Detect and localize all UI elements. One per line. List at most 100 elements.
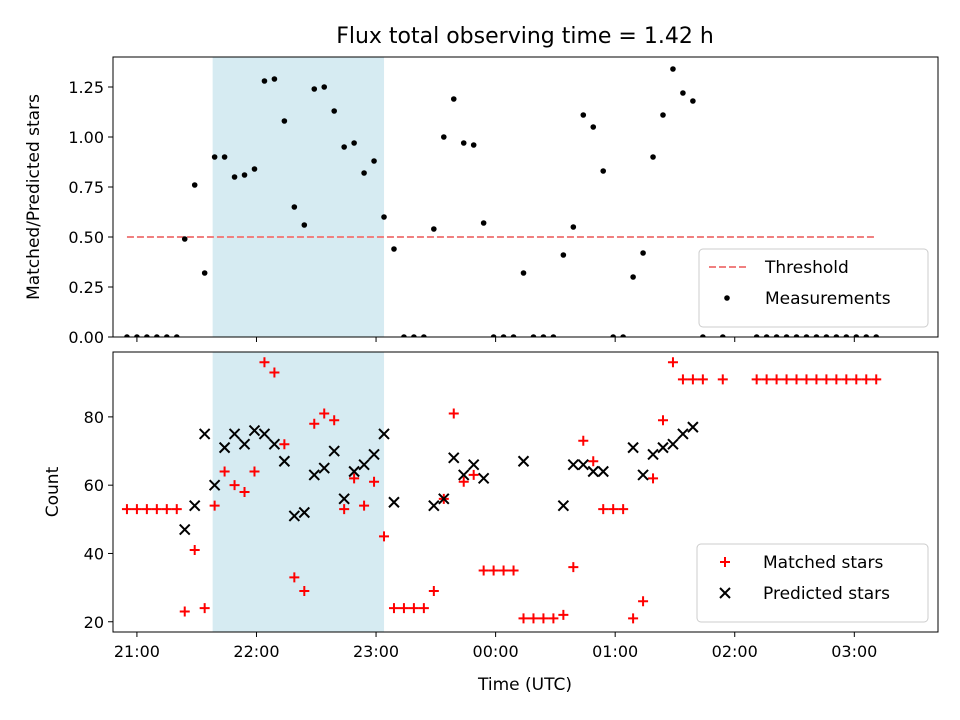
measurement-point (550, 334, 557, 337)
measurement-point (271, 76, 278, 82)
y-tick-label: 0.00 (68, 328, 104, 347)
y-tick-label: 40 (84, 544, 104, 563)
measurement-point (833, 334, 840, 337)
measurement-point (530, 334, 537, 337)
predicted-stars-point (238, 438, 251, 450)
measurement-point (164, 334, 170, 337)
predicted-stars-point (368, 448, 380, 461)
predicted-stars-point (677, 428, 689, 440)
predicted-stars-point (627, 441, 639, 454)
predicted-stars-point (338, 493, 350, 505)
measurement-point (540, 334, 547, 337)
matched-stars-point (309, 418, 320, 429)
measurement-point (371, 158, 377, 164)
y-tick-label: 1.25 (68, 78, 104, 97)
measurement-point (251, 166, 258, 172)
legend-box (698, 248, 929, 328)
measurement-point (690, 98, 696, 104)
measurement-point (520, 270, 527, 276)
matched-stars-point (677, 374, 688, 385)
matched-stars-point (408, 603, 419, 614)
measurement-point (181, 236, 188, 242)
y-tick-label: 1.00 (68, 128, 104, 147)
matched-stars-point (851, 374, 862, 385)
matched-stars-point (528, 613, 539, 624)
predicted-stars-point (458, 469, 470, 481)
measurement-point (863, 334, 870, 337)
y-tick-label: 0.25 (68, 278, 104, 297)
matched-stars-point (568, 562, 579, 573)
matched-stars-point (667, 357, 678, 368)
matched-stars-point (687, 374, 698, 385)
matched-stars-point (771, 374, 782, 385)
matched-stars-point (418, 603, 429, 614)
measurement-point (231, 174, 238, 180)
matched-stars-point (141, 504, 152, 515)
figure-title: Flux total observing time = 1.42 h (336, 24, 714, 49)
x-tick-label: 23:00 (353, 642, 399, 661)
matched-stars-point (697, 374, 708, 385)
predicted-stars-point (557, 499, 570, 512)
matched-stars-point (488, 565, 499, 576)
matched-stars-point (861, 374, 872, 385)
measurement-point (753, 334, 760, 337)
matched-stars-point (121, 504, 132, 515)
data-markers (124, 66, 880, 337)
legend-label: Predicted stars (763, 584, 890, 604)
measurement-point (763, 334, 770, 337)
measurement-point (600, 168, 607, 174)
axes-frame (112, 56, 939, 338)
matched-stars-point (821, 374, 832, 385)
matched-stars-point (171, 504, 182, 515)
predicted-stars-point (208, 479, 221, 491)
predicted-stars-point (577, 458, 589, 471)
observing-time-span (212, 57, 385, 337)
measurement-point (450, 96, 457, 102)
matched-stars-point (831, 374, 842, 385)
matched-stars-point (478, 565, 489, 576)
matched-stars-point (508, 565, 519, 576)
observing-time-span (212, 352, 385, 632)
matched-stars-point (761, 374, 772, 385)
measurement-point (873, 334, 880, 337)
y-tick-label: 20 (84, 613, 104, 632)
matched-stars-point (239, 487, 250, 497)
measurement-point (311, 86, 318, 92)
matched-stars-point (468, 469, 479, 480)
matched-stars-point (179, 606, 190, 617)
legend-label: Matched stars (763, 553, 883, 573)
measurement-point (281, 118, 288, 124)
top-panel: 0.00 0.25 0.50 0.75 1.00 1.25 Threshold Measure… (24, 56, 939, 347)
measurement-point (144, 334, 150, 337)
matched-stars-point (209, 500, 220, 511)
matched-stars-point (229, 480, 240, 491)
matched-stars-point (379, 531, 390, 542)
matched-stars-point (448, 408, 459, 419)
matched-stars-point (717, 374, 728, 385)
measurement-point (221, 154, 228, 160)
matched-stars-point (781, 374, 792, 385)
matched-stars-point (811, 374, 822, 385)
matched-stars-point (638, 596, 649, 607)
x-tick-label: 02:00 (712, 642, 758, 661)
measurement-point (321, 84, 328, 90)
measurement-point (241, 172, 248, 178)
matched-stars-point (498, 565, 509, 576)
measurement-point (813, 334, 820, 337)
predicted-stars-point (188, 499, 201, 512)
matched-stars-point (249, 466, 260, 477)
predicted-stars-point (348, 465, 360, 478)
measurement-point (803, 334, 810, 337)
measurement-point (201, 270, 208, 276)
predicted-stars-point (198, 428, 211, 440)
measurement-point (490, 334, 497, 337)
matched-stars-point (398, 603, 409, 614)
measurement-point (640, 250, 646, 256)
measurement-point (341, 144, 347, 150)
matched-stars-point (259, 357, 270, 368)
predicted-stars-point (298, 506, 311, 519)
matched-stars-point (598, 504, 609, 515)
measurement-point (261, 78, 268, 84)
data-markers (121, 357, 882, 624)
legend: Matched stars Predicted stars (696, 543, 929, 623)
